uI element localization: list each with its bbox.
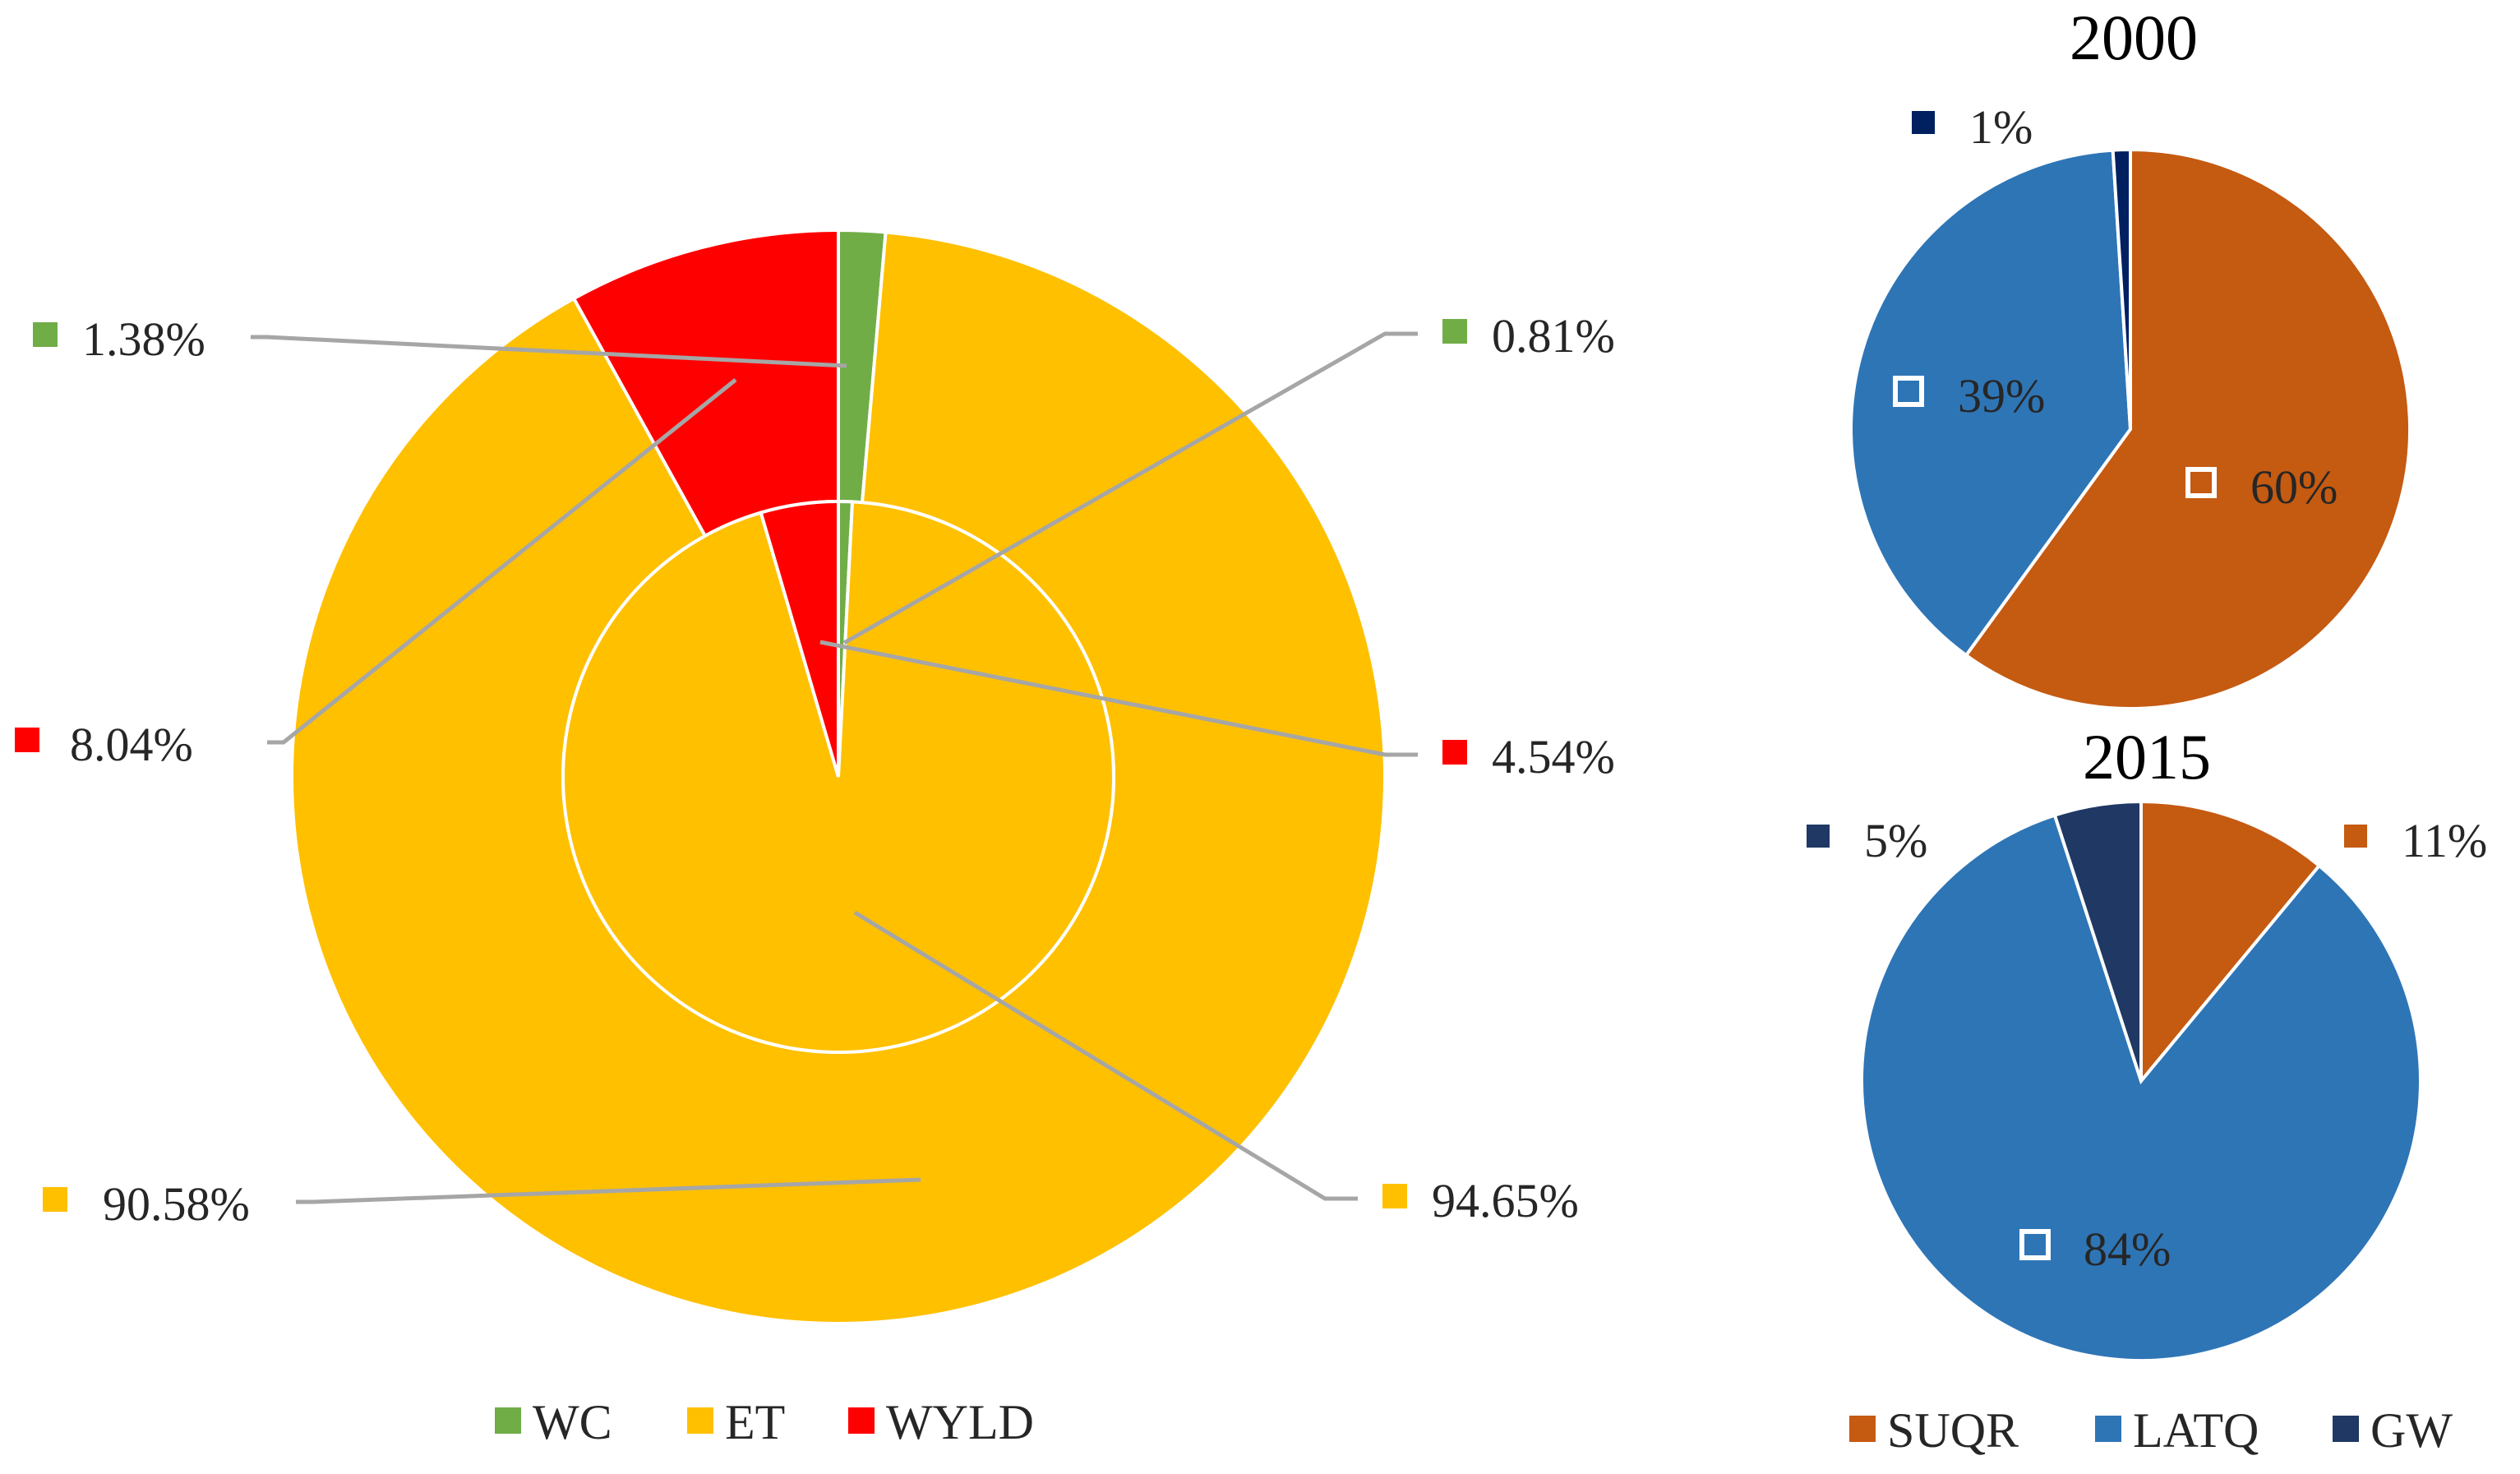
- inner-ring-slice-wyld: [759, 499, 840, 778]
- pies-legend-label-suqr: SUQR: [1887, 1403, 2019, 1458]
- legends: WC ET WYLD SUQR LATQ GW: [495, 1395, 2453, 1458]
- inner-data-label-wyld: 4.54%: [1492, 730, 1615, 783]
- pie-2000-slice-suqr: [1964, 147, 2412, 710]
- inner-leader-line-wc: [842, 331, 1418, 645]
- pie-2000-slice-latq: [1849, 148, 2133, 658]
- pie-2000-label-key-latq: [1893, 376, 1924, 407]
- pie-2015-data-label-suqr: 11%: [2402, 814, 2487, 867]
- outer-data-label-wyld: 8.04%: [70, 718, 193, 771]
- donut-legend-key-et: [687, 1407, 713, 1434]
- pie-2000-slice-gw: [2111, 147, 2132, 430]
- pie-2000-label-key-suqr: [2185, 467, 2217, 498]
- pie-2015-slice-latq: [1859, 813, 2422, 1362]
- inner-leader-line-wyld: [819, 640, 1418, 757]
- donut-legend-label-wc: WC: [533, 1395, 612, 1449]
- outer-data-label-et: 90.58%: [103, 1177, 250, 1231]
- pie-2015-label-key-latq: [2019, 1229, 2051, 1260]
- pie-2000-data-label-suqr: 60%: [2250, 460, 2338, 514]
- inner-data-label-et: 94.65%: [1432, 1174, 1579, 1227]
- outer-leader-line-et: [296, 1177, 921, 1204]
- pie-2015-title: 2015: [2083, 721, 2211, 792]
- nested-donut-chart: 1.38% 90.58% 8.04% 0.81% 94.65% 4.54%: [15, 228, 1615, 1325]
- inner-data-label-wc: 0.81%: [1492, 309, 1615, 363]
- donut-legend-label-et: ET: [725, 1395, 785, 1449]
- pies-legend-label-gw: GW: [2370, 1403, 2453, 1458]
- pie-2015-slice-suqr: [2139, 799, 2322, 1086]
- outer-leader-line-wc: [251, 335, 847, 368]
- outer-label-key-wyld: [15, 728, 39, 752]
- donut-legend-label-wyld: WYLD: [886, 1395, 1034, 1449]
- pie-2015-label-key-suqr: [2344, 825, 2367, 848]
- outer-leader-line-wyld: [267, 378, 737, 745]
- pie-2000-data-label-gw: 1%: [1969, 100, 2033, 154]
- inner-label-key-et: [1382, 1184, 1407, 1208]
- pie-chart-2000: 2000 60% 39% 1%: [1849, 2, 2412, 710]
- pie-2015-data-label-gw: 5%: [1864, 814, 1927, 867]
- inner-leader-line-et: [853, 910, 1358, 1201]
- pie-2000-data-label-latq: 39%: [1958, 369, 2045, 423]
- pies-legend-key-gw: [2333, 1416, 2359, 1442]
- donut-legend-key-wc: [495, 1407, 521, 1434]
- inner-label-key-wyld: [1442, 740, 1467, 765]
- outer-data-label-wc: 1.38%: [82, 312, 205, 366]
- outer-label-key-wc: [33, 322, 58, 347]
- pie-2015-label-key-gw: [1807, 825, 1830, 848]
- pie-2000-title: 2000: [2070, 2, 2198, 73]
- donut-legend-key-wyld: [848, 1407, 875, 1434]
- pies-legend-key-latq: [2095, 1416, 2121, 1442]
- inner-label-key-wc: [1442, 319, 1467, 344]
- pies-legend-key-suqr: [1849, 1416, 1876, 1442]
- pie-2015-data-label-latq: 84%: [2084, 1222, 2171, 1276]
- pie-chart-2015: 2015 11% 84% 5%: [1807, 721, 2487, 1362]
- pies-legend-label-latq: LATQ: [2133, 1403, 2259, 1458]
- pie-2015-slice-gw: [2052, 799, 2143, 1082]
- pie-2000-label-key-gw: [1912, 111, 1935, 134]
- outer-label-key-et: [43, 1187, 67, 1212]
